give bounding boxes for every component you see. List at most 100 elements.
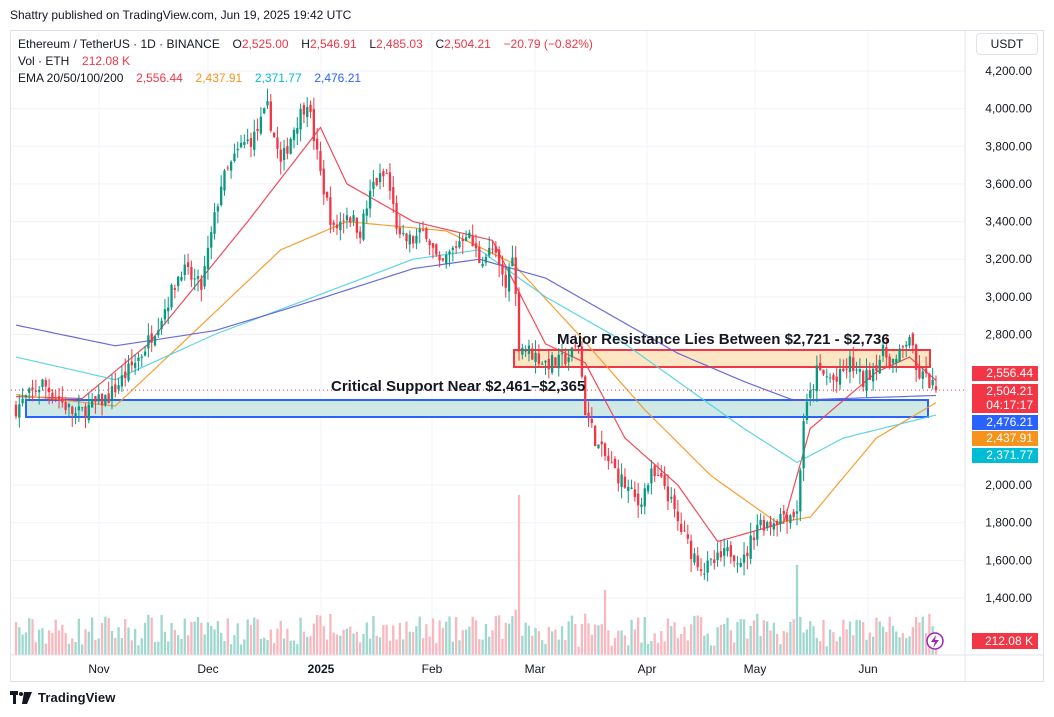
volume-bar: [891, 625, 895, 655]
candle-body: [914, 344, 918, 370]
candle-body: [531, 348, 534, 360]
volume-bar: [51, 632, 54, 655]
candle-body: [382, 171, 385, 177]
volume-bar: [729, 630, 732, 655]
volume-label: Vol · ETH: [18, 54, 70, 68]
volume-tag-label: 212.08 K: [985, 634, 1033, 648]
candle-body: [239, 142, 243, 148]
volume-bar: [398, 622, 402, 655]
volume-bar: [425, 624, 428, 655]
candle-body: [709, 558, 713, 560]
volume-bar: [464, 629, 468, 655]
price-tag-label: 2,504.21: [986, 384, 1033, 398]
candle-body: [54, 398, 57, 400]
volume-bar: [306, 636, 309, 655]
volume-bar: [339, 635, 342, 655]
legend-ema-row[interactable]: EMA 20/50/100/200 2,556.44 2,437.91 2,37…: [18, 70, 593, 87]
volume-bar: [458, 640, 461, 655]
candle-body: [514, 257, 517, 295]
volume-bar: [570, 615, 574, 655]
candle-body: [180, 277, 183, 281]
candle-body: [368, 190, 372, 209]
price-tag: [972, 415, 1038, 430]
volume-bar: [286, 628, 289, 655]
candle-body: [458, 241, 461, 248]
volume-bar: [488, 636, 491, 655]
volume-bar: [216, 621, 220, 655]
candle-body: [759, 519, 762, 526]
ema200-value: 2,476.21: [314, 71, 362, 85]
volume-bar: [226, 618, 229, 655]
candle-body: [828, 377, 832, 379]
candle-body: [266, 101, 269, 106]
candle-body: [362, 213, 365, 240]
candle-body: [507, 266, 511, 292]
volume-bar: [127, 627, 130, 655]
volume-bar: [597, 625, 600, 655]
volume-bar: [428, 636, 431, 655]
candle-body: [110, 386, 114, 400]
volume-bar: [799, 616, 802, 655]
candle-body: [921, 371, 924, 379]
volume-bar: [812, 626, 815, 655]
candle-body: [335, 224, 339, 229]
volume-bar: [114, 637, 117, 655]
candle-body: [183, 264, 186, 275]
candle-body: [574, 345, 577, 347]
volume-bar: [186, 635, 190, 655]
candle-body: [243, 142, 246, 145]
volume-bar: [236, 623, 239, 655]
tradingview-logo-icon: [10, 690, 32, 705]
candle-body: [200, 279, 203, 290]
candle-body: [799, 470, 802, 512]
candle-body: [140, 356, 143, 358]
currency-button[interactable]: USDT: [976, 33, 1038, 55]
candle-body: [749, 535, 752, 559]
candle-body: [47, 387, 51, 393]
candle-body: [448, 251, 451, 255]
volume-bar: [673, 622, 676, 655]
candle-body: [322, 168, 325, 195]
volume-bar: [650, 640, 653, 655]
legend-symbol-row[interactable]: Ethereum / TetherUS · 1D · BINANCE O2,52…: [18, 36, 593, 53]
volume-bar: [739, 619, 742, 655]
volume-bar: [574, 623, 577, 655]
candle-body: [97, 394, 100, 402]
volume-bar: [772, 622, 775, 655]
candle-body: [726, 547, 729, 552]
volume-bar: [289, 640, 292, 655]
volume-bar: [41, 628, 44, 655]
support-annotation: Critical Support Near $2,461–$2,365: [331, 378, 585, 395]
volume-bar: [28, 618, 31, 655]
volume-bar: [193, 621, 196, 655]
candle-body: [875, 365, 878, 372]
candle-body: [706, 560, 709, 573]
candle-body: [77, 406, 81, 411]
candle-body: [792, 511, 795, 517]
candle-body: [805, 401, 809, 420]
volume-bars: [14, 495, 938, 655]
candle-body: [637, 493, 640, 506]
candle-body: [21, 398, 24, 404]
candle-body: [342, 220, 345, 222]
candle-body: [236, 148, 239, 151]
candle-body: [928, 373, 931, 389]
chart-frame[interactable]: [10, 30, 1044, 682]
volume-bar: [809, 621, 812, 655]
candle-body: [478, 247, 481, 264]
volume-bar: [54, 619, 57, 655]
y-tick-label: 2,000.00: [985, 478, 1032, 492]
candle-body: [372, 181, 375, 190]
volume-bar: [104, 616, 107, 655]
volume-bar: [838, 636, 842, 655]
symbol-title[interactable]: Ethereum / TetherUS · 1D · BINANCE: [18, 37, 220, 51]
candle-body: [881, 344, 885, 357]
volume-bar: [392, 625, 395, 655]
volume-bar: [461, 630, 464, 655]
candle-body: [779, 514, 782, 525]
candle-body: [51, 392, 54, 399]
price-tag-label: 2,556.44: [986, 366, 1033, 380]
tradingview-footer[interactable]: TradingView: [10, 690, 115, 705]
legend-volume-row[interactable]: Vol · ETH 212.08 K: [18, 53, 593, 70]
